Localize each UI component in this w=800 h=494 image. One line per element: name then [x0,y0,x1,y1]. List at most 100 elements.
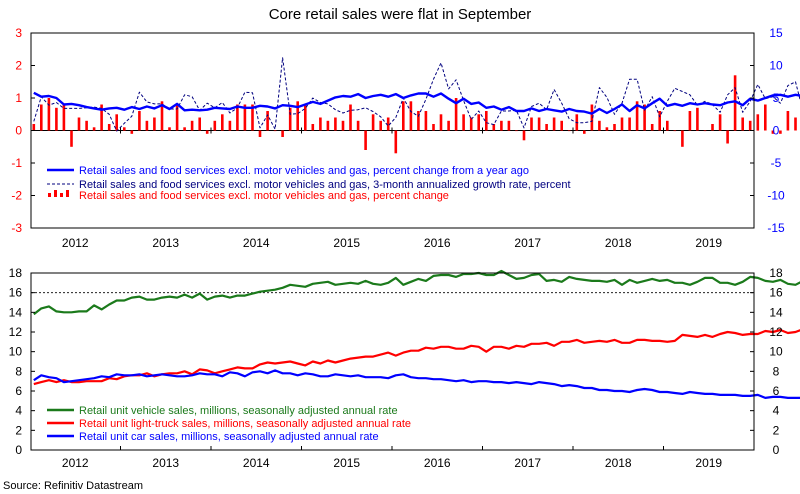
right-tick-label: 6 [773,384,780,398]
percent-change-bar [492,124,496,131]
right-tick-label: 10 [769,59,783,73]
right-tick-label: 10 [769,345,783,359]
percent-change-bar [771,130,775,134]
legend-label: Retail unit vehicle sales, millions, sea… [79,405,398,417]
percent-change-bar [628,117,631,131]
left-tick-label: 2 [15,423,22,437]
percent-change-bar [138,111,141,131]
left-tick-label: -3 [11,221,22,235]
percent-change-bar [334,117,337,131]
percent-change-bar [243,104,247,131]
percent-change-bar [515,130,518,132]
percent-change-bar [643,104,646,131]
percent-change-bar [288,107,292,131]
top-panel-bars [32,75,797,154]
percent-change-bar [522,130,526,141]
percent-change-bar [175,104,179,131]
percent-change-bar [462,114,465,131]
percent-change-bar [145,120,149,131]
percent-change-bar [688,111,692,131]
legend-label: Retail unit car sales, millions, seasona… [79,431,379,443]
percent-change-bar [160,101,164,131]
legend-label: Retail sales and food services excl. mot… [79,179,571,191]
percent-change-bar [258,130,262,137]
left-tick-label: 1 [15,91,22,105]
percent-change-bar [552,117,556,131]
percent-change-bar [311,124,315,131]
percent-change-bar [454,98,458,131]
percent-change-bar [417,111,420,131]
percent-change-bar [432,124,435,131]
series-line-year-over-year [33,91,800,115]
percent-change-bar [530,117,533,131]
x-tick-label: 2017 [514,236,541,250]
x-tick-label: 2012 [62,236,89,250]
percent-change-bar [107,124,111,131]
percent-change-bar [251,104,254,131]
source-note: Source: Refinitiv Datastream [3,480,143,492]
percent-change-bar [236,104,239,131]
percent-change-bar [567,130,571,132]
top-panel-legend: Retail sales and food services excl. mot… [47,165,571,202]
percent-change-bar [658,111,661,131]
percent-change-bar [205,130,209,134]
legend-swatch-bars [54,190,57,197]
right-tick-label: 4 [773,404,780,418]
percent-change-bar [756,114,760,131]
percent-change-bar [386,117,390,131]
percent-change-bar [183,127,186,131]
right-tick-label: 14 [769,305,783,319]
top-panel-lines [33,57,800,132]
right-tick-label: 16 [769,286,783,300]
right-tick-label: 0 [773,124,780,138]
x-tick-label: 2014 [243,456,270,470]
left-tick-label: 3 [15,26,22,40]
right-tick-label: 5 [773,91,780,105]
percent-change-bar [794,117,797,131]
right-tick-label: 15 [769,26,783,40]
x-tick-label: 2012 [62,456,89,470]
percent-change-bar [55,107,58,131]
chart-title: Core retail sales were flat in September [269,6,532,23]
percent-change-bar [560,120,563,131]
percent-change-bar [681,130,684,147]
percent-change-bar [70,130,73,147]
bottom-panel-lines [33,269,800,399]
left-tick-label: 10 [9,345,23,359]
percent-change-bar [349,104,352,131]
x-tick-label: 2015 [333,236,360,250]
percent-change-bar [115,114,118,131]
percent-change-bar [620,117,624,131]
series-line-car-sales [33,369,800,399]
percent-change-bar [500,120,503,131]
x-tick-label: 2013 [152,236,179,250]
left-tick-label: 4 [15,404,22,418]
legend-label: Retail sales and food services excl. mot… [79,190,449,202]
percent-change-bar [364,130,367,150]
percent-change-bar [779,130,782,134]
x-tick-label: 2018 [605,456,632,470]
percent-change-bar [485,111,488,131]
series-line-vehicle-sales [33,269,800,316]
percent-change-bar [477,114,480,131]
left-tick-label: 2 [15,59,22,73]
percent-change-bar [666,120,669,131]
right-tick-label: 18 [769,266,783,280]
percent-change-bar [47,98,51,131]
right-tick-label: -5 [771,156,782,170]
x-tick-label: 2018 [605,236,632,250]
percent-change-bar [319,117,322,131]
right-tick-label: 2 [773,423,780,437]
right-tick-label: -10 [767,189,785,203]
percent-change-bar [356,120,360,131]
percent-change-bar [62,104,66,131]
left-tick-label: 6 [15,384,22,398]
percent-change-bar [583,130,586,134]
left-tick-label: -2 [11,189,22,203]
left-tick-label: -1 [11,156,22,170]
percent-change-bar [304,104,307,131]
x-tick-label: 2015 [333,456,360,470]
